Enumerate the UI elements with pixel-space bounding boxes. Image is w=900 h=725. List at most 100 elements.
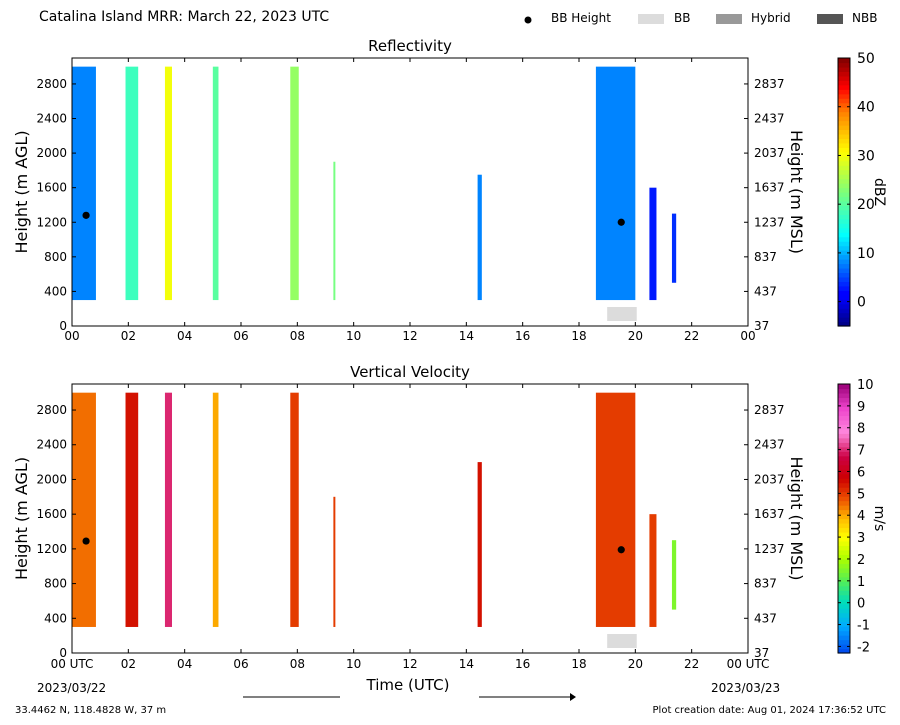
colorbar-segment	[838, 473, 850, 479]
colorbar-segment	[838, 635, 850, 641]
panel-title: Reflectivity	[368, 37, 452, 55]
colorbar-segment	[838, 576, 850, 582]
colorbar-segment	[838, 93, 850, 99]
start-date: 2023/03/22	[37, 681, 107, 695]
colorbar-tick-label: 5	[857, 487, 865, 502]
x-tick-label: 06	[233, 657, 248, 671]
colorbar-segment	[838, 276, 850, 282]
echo-column	[671, 213, 677, 283]
colorbar-segment	[838, 630, 850, 636]
colorbar-tick-label: 4	[857, 509, 865, 524]
colorbar-segment	[838, 428, 850, 434]
colorbar-segment	[838, 514, 850, 520]
colorbar-tick-label: 10	[857, 378, 874, 393]
x-tick-label: 20	[628, 329, 643, 343]
colorbar-label: m/s	[871, 506, 887, 532]
y-right-tick-label: 2837	[754, 403, 785, 417]
colorbar-segment	[838, 102, 850, 108]
echo-column	[477, 174, 482, 301]
colorbar-segment	[838, 209, 850, 215]
colorbar-segment	[838, 424, 850, 430]
colorbar-segment	[838, 464, 850, 470]
y-right-tick-label: 2837	[754, 77, 785, 91]
colorbar-segment	[838, 218, 850, 224]
y-right-tick-label: 37	[754, 319, 769, 333]
colorbar-segment	[838, 111, 850, 117]
x-tick-label: 00 UTC	[727, 657, 770, 671]
echo-column	[72, 66, 96, 301]
x-tick-label: 18	[571, 657, 586, 671]
panel-title: Vertical Velocity	[350, 363, 470, 381]
y-axis-label-right: Height (m MSL)	[787, 456, 806, 580]
echo-column	[477, 462, 482, 627]
echo-column	[164, 66, 172, 301]
colorbar-segment	[838, 120, 850, 126]
echo-column	[595, 392, 636, 627]
y-tick-label: 0	[59, 319, 67, 333]
colorbar-segment	[838, 169, 850, 175]
colorbar-tick-label: -2	[857, 640, 870, 655]
y-right-tick-label: 37	[754, 646, 769, 660]
colorbar-segment	[838, 259, 850, 265]
y-tick-label: 1600	[36, 507, 67, 521]
colorbar-tick-label: 0	[857, 597, 865, 612]
colorbar-segment	[838, 581, 850, 587]
echo-column	[649, 514, 657, 627]
colorbar-tick-label: 50	[857, 51, 875, 67]
y-tick-label: 400	[44, 611, 67, 625]
colorbar-segment	[838, 303, 850, 309]
colorbar: -2 -1 0 1 2 3 4 5 6 7 8 9 10 m/s	[837, 378, 887, 655]
x-tick-label: 22	[684, 329, 699, 343]
colorbar-segment	[838, 505, 850, 511]
legend-mark-nbb	[817, 14, 843, 24]
y-right-tick-label: 837	[754, 577, 777, 591]
colorbar-segment	[838, 98, 850, 104]
colorbar-tick-label: 10	[857, 246, 875, 262]
colorbar-segment	[838, 648, 850, 654]
y-tick-label: 800	[44, 577, 67, 591]
echo-column	[290, 66, 299, 301]
colorbar-segment	[838, 263, 850, 269]
y-tick-label: 1200	[36, 542, 67, 556]
panel-vertical-velocity: 00 UTC 02 04 06 08 10 12 14 16 18 20 22 00 UTC040080…	[12, 363, 887, 671]
echo-column	[649, 187, 657, 301]
colorbar-segment	[838, 116, 850, 122]
colorbar-segment	[838, 285, 850, 291]
x-tick-label: 12	[402, 657, 417, 671]
y-tick-label: 800	[44, 250, 67, 264]
colorbar-segment	[838, 469, 850, 475]
y-tick-label: 2800	[36, 77, 67, 91]
colorbar-segment	[838, 71, 850, 77]
colorbar-segment	[838, 527, 850, 533]
colorbar-segment	[838, 406, 850, 412]
colorbar-segment	[838, 554, 850, 560]
y-right-tick-label: 2437	[754, 112, 785, 126]
colorbar-frame	[837, 383, 851, 654]
colorbar-segment	[838, 232, 850, 238]
colorbar-segment	[838, 617, 850, 623]
colorbar-segment	[838, 639, 850, 645]
colorbar-segment	[838, 415, 850, 421]
y-tick-label: 400	[44, 284, 67, 298]
echo-column	[125, 66, 139, 301]
colorbar-segment	[838, 245, 850, 251]
colorbar-segment	[838, 250, 850, 256]
y-axis-label: Height (m AGL)	[12, 130, 31, 253]
colorbar-segment	[838, 410, 850, 416]
colorbar-segment	[838, 138, 850, 144]
colorbar-segment	[838, 151, 850, 157]
colorbar-segment	[838, 107, 850, 113]
colorbar-tick-label: 8	[857, 422, 865, 437]
colorbar-segment	[838, 518, 850, 524]
colorbar-segment	[838, 460, 850, 466]
end-date: 2023/03/23	[711, 681, 781, 695]
colorbar-segment	[838, 160, 850, 166]
bb-height-point	[617, 218, 625, 226]
colorbar-segment	[838, 147, 850, 153]
x-tick-label: 08	[290, 657, 305, 671]
x-tick-label: 00	[64, 329, 79, 343]
legend-label-hybrid: Hybrid	[751, 11, 791, 25]
y-right-tick-label: 437	[754, 284, 777, 298]
x-tick-label: 20	[628, 657, 643, 671]
colorbar-segment	[838, 451, 850, 457]
